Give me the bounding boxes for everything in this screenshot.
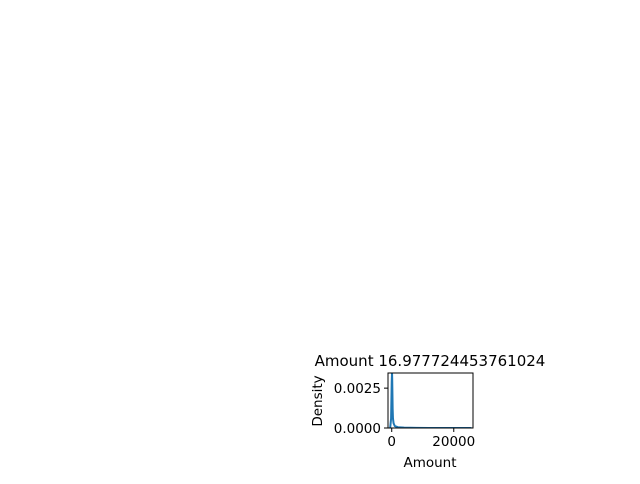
chart-title: Amount 16.977724453761024 (315, 352, 546, 370)
y-tick-label: 0.0000 (334, 421, 381, 437)
x-tick-label: 20000 (432, 434, 475, 450)
x-axis-label: Amount (403, 455, 456, 471)
axes-frame (387, 372, 474, 429)
y-axis-label: Density (310, 375, 326, 426)
y-axis-ticks: 0.0000 0.0025 (334, 381, 388, 437)
x-axis-ticks: 0 20000 (387, 428, 475, 450)
plot-area (387, 372, 474, 429)
y-tick-label: 0.0025 (334, 381, 381, 397)
x-tick-label: 0 (387, 434, 396, 450)
